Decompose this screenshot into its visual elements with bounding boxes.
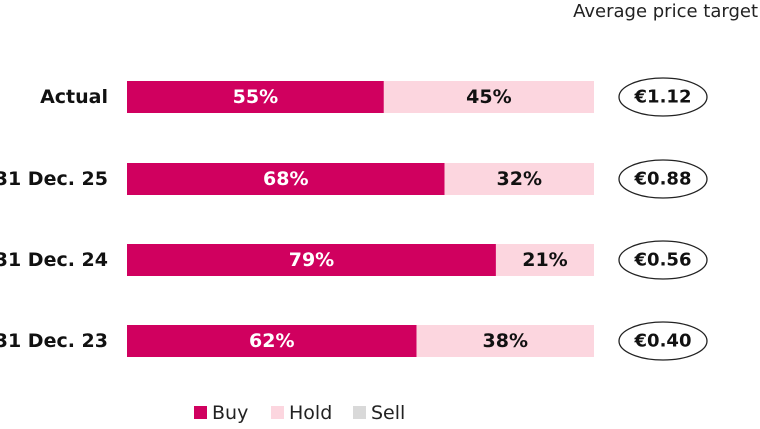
legend-swatch [194, 406, 207, 419]
legend-swatch [353, 406, 366, 419]
price-target-oval [618, 77, 708, 117]
hold-data-label: 21% [522, 249, 567, 271]
buy-bar [127, 244, 496, 276]
price-target-value: €0.88 [634, 169, 692, 190]
legend-item-sell: Sell [353, 402, 405, 424]
hold-data-label: 45% [466, 86, 511, 108]
buy-data-label: 68% [263, 168, 308, 190]
hold-data-label: 32% [497, 168, 542, 190]
buy-data-label: 79% [289, 249, 334, 271]
category-label: Actual [40, 86, 108, 108]
price-target-header: Average price target [573, 1, 758, 22]
legend-item-hold: Hold [271, 402, 332, 424]
legend-label: Buy [212, 402, 248, 424]
price-target-value: €1.12 [634, 87, 692, 108]
hold-bar [444, 163, 594, 195]
category-label: 31 Dec. 24 [0, 249, 108, 271]
buy-data-label: 62% [249, 330, 294, 352]
buy-data-label: 55% [233, 86, 278, 108]
price-target-value: €0.40 [634, 331, 692, 352]
bar-row: 31 Dec. 23 62% 38% €0.40 [0, 321, 708, 361]
bar-row: 31 Dec. 24 79% 21% €0.56 [0, 240, 708, 280]
buy-bar [127, 163, 445, 195]
legend-label: Hold [289, 402, 332, 424]
hold-data-label: 38% [483, 330, 528, 352]
legend-item-buy: Buy [194, 402, 248, 424]
price-target-oval [618, 159, 708, 199]
bar-row: Actual 55% 45% €1.12 [40, 77, 708, 117]
hold-bar [495, 244, 594, 276]
category-label: 31 Dec. 23 [0, 330, 108, 352]
buy-bar [127, 81, 384, 113]
hold-bar [416, 325, 594, 357]
hold-bar [383, 81, 594, 113]
legend: Buy Hold Sell [194, 402, 405, 424]
legend-swatch [271, 406, 284, 419]
price-target-oval [618, 240, 708, 280]
price-target-oval [618, 321, 708, 361]
buy-bar [127, 325, 417, 357]
price-target-value: €0.56 [634, 250, 692, 271]
legend-label: Sell [371, 402, 405, 424]
bar-row: 31 Dec. 25 68% 32% €0.88 [0, 159, 708, 199]
category-label: 31 Dec. 25 [0, 168, 108, 190]
